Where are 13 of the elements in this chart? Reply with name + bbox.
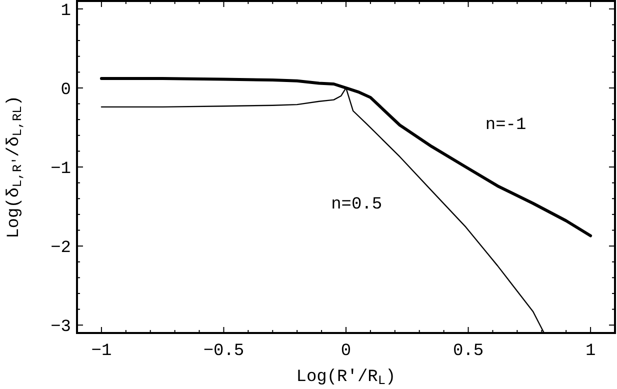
x-tick-label: 1 bbox=[585, 342, 596, 361]
x-tick-label: −0.5 bbox=[203, 342, 244, 361]
x-axis-title: Log(R'/R$_{L}$) bbox=[296, 368, 396, 388]
y-tick-label: −3 bbox=[50, 318, 71, 338]
x-tick-label: 0 bbox=[340, 342, 352, 361]
x-tick-label: 0.5 bbox=[452, 342, 484, 361]
text: n=-1 bbox=[485, 116, 526, 135]
y-tick-label: 0 bbox=[60, 80, 71, 100]
x-tick-label: −1 bbox=[91, 342, 112, 361]
y-tick-label: −1 bbox=[50, 160, 71, 179]
y-tick-label: −2 bbox=[50, 239, 71, 258]
text: n=0.5 bbox=[331, 196, 382, 215]
y-tick-label: 1 bbox=[60, 2, 71, 21]
